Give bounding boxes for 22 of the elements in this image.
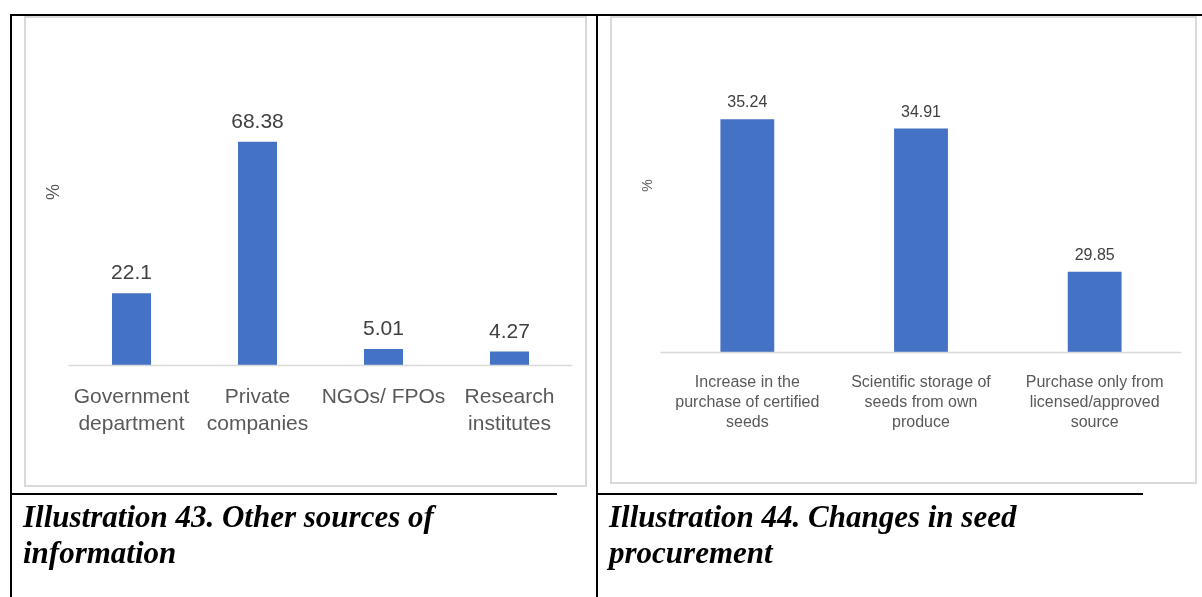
data-label: 4.27 bbox=[489, 318, 530, 342]
x-tick-label: Private companies bbox=[206, 383, 309, 435]
bar bbox=[489, 351, 530, 366]
bar bbox=[237, 141, 278, 366]
x-tick-label: Purchase only from licensed/approved source bbox=[1025, 372, 1164, 431]
y-axis-title: % bbox=[42, 183, 63, 200]
x-tick-label: Increase in the purchase of certified seeds bbox=[675, 372, 820, 431]
x-tick-label: NGOs/ FPOs bbox=[321, 383, 446, 407]
data-label: 35.24 bbox=[727, 93, 768, 111]
data-label: 34.91 bbox=[900, 102, 942, 120]
x-tick-label: Scientific storage of seeds from own produce bbox=[851, 372, 992, 431]
data-label: 68.38 bbox=[231, 108, 284, 132]
text: Illustration 43. Other sources of information bbox=[23, 499, 438, 571]
y-axis-title: % bbox=[638, 179, 655, 192]
data-label: 29.85 bbox=[1074, 245, 1115, 263]
x-tick-label: Research institutes bbox=[464, 383, 555, 435]
x-tick-label: Government department bbox=[73, 383, 190, 435]
bar bbox=[111, 293, 152, 366]
bar bbox=[363, 349, 404, 366]
data-label: 22.1 bbox=[111, 260, 152, 284]
text: Illustration 44. Changes in seed procurement bbox=[609, 499, 1018, 571]
data-label: 5.01 bbox=[363, 316, 404, 340]
